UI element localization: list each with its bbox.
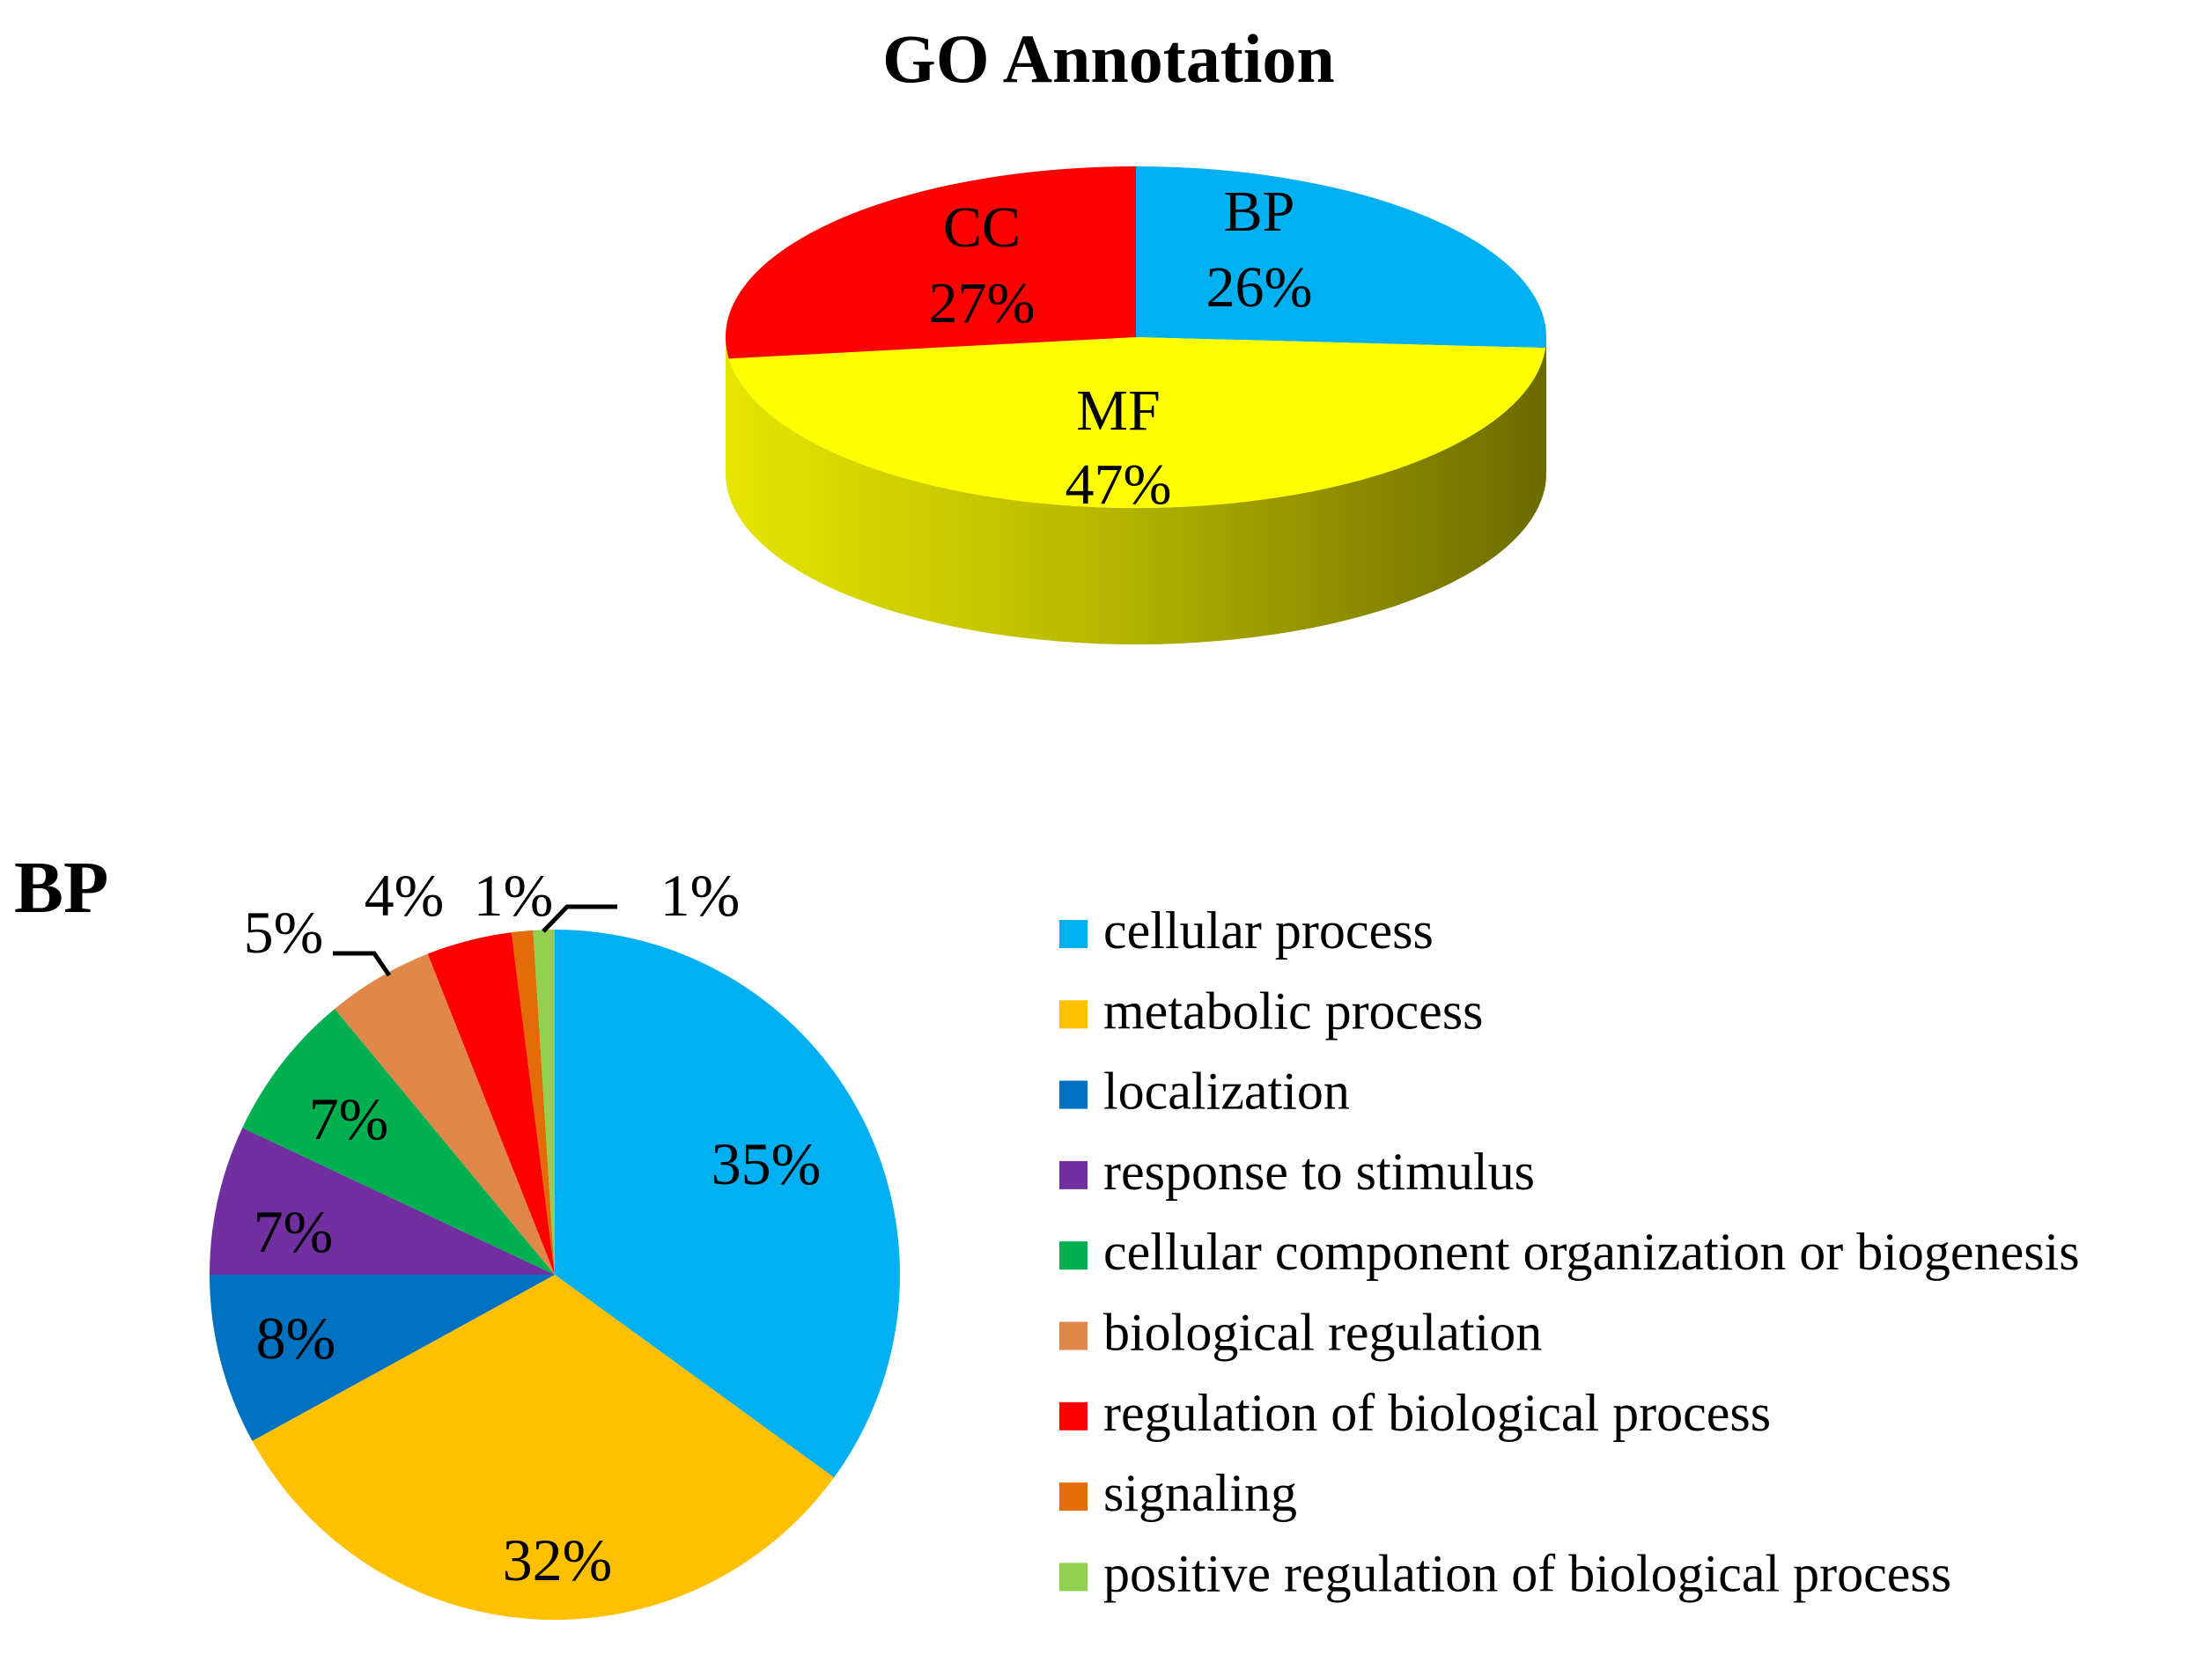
go-annotation-pie: BP 26% MF 47% CC 27%: [726, 166, 1546, 644]
data-label-positive-regulation-of-biological-process: 1%: [660, 862, 741, 929]
legend-swatch-biological-regulation: [1059, 1321, 1088, 1350]
legend-label-localization: localization: [1103, 1063, 1350, 1121]
data-label-cellular-component-organization-or-biogenesis: 7%: [309, 1085, 389, 1152]
bp-title: BP: [14, 847, 108, 929]
legend-swatch-cellular-process: [1059, 920, 1088, 948]
slice-pct-bp: 26%: [1206, 255, 1313, 320]
legend-swatch-metabolic-process: [1059, 1000, 1088, 1029]
legend-swatch-cellular-component-organization-or-biogenesis: [1059, 1241, 1088, 1270]
legend-label-biological-regulation: biological regulation: [1103, 1304, 1542, 1362]
legend-label-cellular-process: cellular process: [1103, 901, 1434, 960]
slice-pct-cc: 27%: [929, 271, 1036, 335]
legend-swatch-regulation-of-biological-process: [1059, 1401, 1088, 1431]
legend-swatch-signaling: [1059, 1482, 1088, 1512]
legend-swatch-localization: [1059, 1080, 1088, 1109]
data-label-biological-regulation: 5%: [244, 899, 324, 966]
legend-label-regulation-of-biological-process: regulation of biological process: [1103, 1384, 1771, 1442]
data-label-signaling: 1%: [474, 862, 554, 929]
slice-mf: [728, 337, 1546, 508]
slice-cellular-process: [555, 930, 901, 1478]
legend-label-signaling: signaling: [1103, 1464, 1297, 1522]
legend-label-response-to-stimulus: response to stimulus: [1103, 1143, 1535, 1201]
data-label-cellular-process: 35%: [712, 1130, 822, 1197]
slice-signaling: [511, 930, 555, 1275]
slice-biological-regulation: [335, 953, 555, 1275]
data-label-metabolic-process: 32%: [503, 1526, 613, 1593]
pie-side-wall: [726, 337, 1546, 644]
slice-localization: [210, 1275, 555, 1441]
legend-label-positive-regulation-of-biological-process: positive regulation of biological proces…: [1103, 1544, 1951, 1602]
legend-swatch-positive-regulation-of-biological-process: [1059, 1563, 1088, 1592]
slice-label-bp: BP: [1224, 180, 1295, 244]
legend-label-cellular-component-organization-or-biogenesis: cellular component organization or bioge…: [1103, 1223, 2080, 1281]
legend-swatch-response-to-stimulus: [1059, 1160, 1088, 1189]
data-label-response-to-stimulus: 7%: [254, 1198, 334, 1265]
leader-line-biological-regulation: [333, 951, 392, 977]
leader-line-positive-regulation-of-biological-process: [542, 904, 617, 933]
slice-cellular-component-organization-or-biogenesis: [242, 1008, 555, 1275]
legend-label-metabolic-process: metabolic process: [1103, 982, 1484, 1040]
data-label-regulation-of-biological-process: 4%: [365, 862, 445, 929]
slice-pct-mf: 47%: [1065, 452, 1172, 517]
slice-bp: [1136, 166, 1546, 349]
slice-cc: [726, 166, 1136, 359]
slice-positive-regulation-of-biological-process: [533, 930, 555, 1275]
slice-label-mf: MF: [1076, 379, 1160, 443]
bp-legend: cellular process metabolic process localiz…: [1059, 901, 2080, 1602]
bp-pie: 35% 32% 8% 7% 7% 5% 4% 1% 1%: [210, 862, 901, 1620]
slice-response-to-stimulus: [210, 1128, 555, 1275]
data-label-localization: 8%: [256, 1305, 336, 1372]
chart-title: GO Annotation: [882, 20, 1335, 97]
slice-metabolic-process: [252, 1275, 835, 1620]
slice-regulation-of-biological-process: [427, 932, 555, 1275]
slice-label-cc: CC: [943, 195, 1021, 260]
